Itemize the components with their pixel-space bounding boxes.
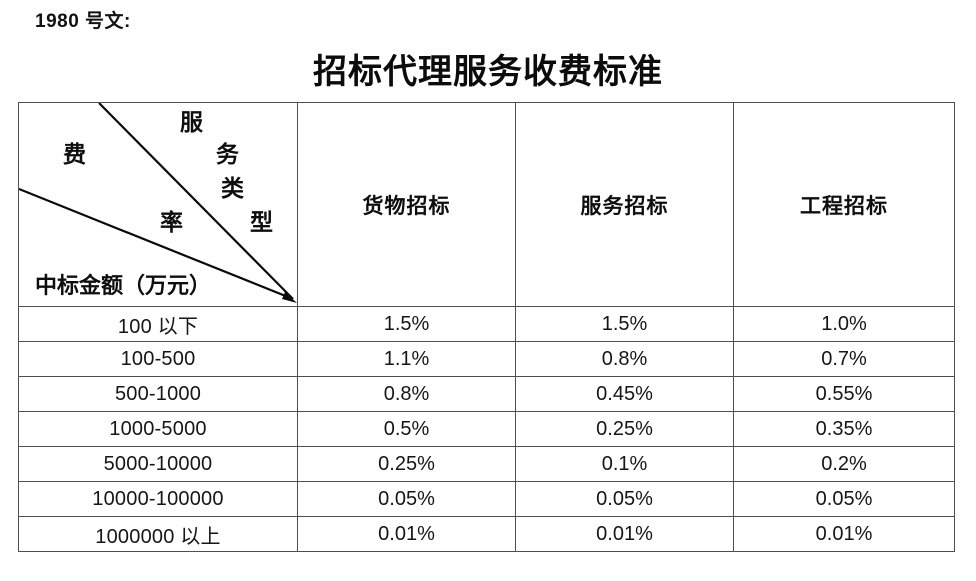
diagonal-corner-cell: 服 务 类 型 费 率 中标金额（万元） [18, 102, 298, 307]
diagonal-arrowhead [282, 292, 297, 303]
rate-cell: 0.8% [515, 341, 734, 377]
rate-cell: 0.5% [297, 411, 516, 447]
amount-range-cell: 500-1000 [18, 376, 298, 412]
corner-char-rate-2: 率 [160, 210, 183, 235]
rate-cell: 1.1% [297, 341, 516, 377]
rate-cell: 0.01% [297, 516, 516, 552]
amount-range-cell: 1000000 以上 [18, 516, 298, 552]
table-row: 5000-10000 0.25% 0.1% 0.2% [18, 446, 955, 482]
corner-char-service-4: 型 [250, 210, 273, 235]
rate-cell: 0.05% [515, 481, 734, 517]
rate-cell: 0.2% [733, 446, 955, 482]
amount-range-cell: 100 以下 [18, 306, 298, 342]
rate-cell: 0.25% [297, 446, 516, 482]
fee-table-body: 100 以下 1.5% 1.5% 1.0% 100-500 1.1% 0.8% 0.7% 500… [18, 306, 955, 552]
rate-cell: 1.5% [297, 306, 516, 342]
header-row: 服 务 类 型 费 率 中标金额（万元） 货物招标 服务招标 工程招标 [18, 102, 955, 307]
rate-cell: 0.55% [733, 376, 955, 412]
amount-range-cell: 10000-100000 [18, 481, 298, 517]
doc-ref-label: 1980 号文: [35, 11, 131, 32]
table-row: 100-500 1.1% 0.8% 0.7% [18, 341, 955, 377]
rate-cell: 0.05% [733, 481, 955, 517]
page-title: 招标代理服务收费标准 [313, 54, 663, 91]
rate-cell: 0.7% [733, 341, 955, 377]
fee-table: 服 务 类 型 费 率 中标金额（万元） 货物招标 服务招标 工程招标 100 … [18, 102, 955, 552]
row-axis-label: 中标金额（万元） [35, 273, 212, 298]
table-row: 1000000 以上 0.01% 0.01% 0.01% [18, 516, 955, 552]
table-row: 500-1000 0.8% 0.45% 0.55% [18, 376, 955, 412]
amount-range-cell: 100-500 [18, 341, 298, 377]
diagonal-lines [19, 103, 297, 303]
corner-char-rate-1: 费 [63, 142, 86, 167]
amount-range-cell: 1000-5000 [18, 411, 298, 447]
rate-cell: 0.05% [297, 481, 516, 517]
table-row: 100 以下 1.5% 1.5% 1.0% [18, 306, 955, 342]
table-row: 1000-5000 0.5% 0.25% 0.35% [18, 411, 955, 447]
corner-char-service-2: 务 [216, 142, 239, 167]
rate-cell: 0.25% [515, 411, 734, 447]
rate-cell: 1.0% [733, 306, 955, 342]
rate-cell: 0.1% [515, 446, 734, 482]
corner-char-service-1: 服 [180, 110, 203, 135]
rate-cell: 0.8% [297, 376, 516, 412]
rate-cell: 0.01% [515, 516, 734, 552]
rate-cell: 0.01% [733, 516, 955, 552]
column-header-service: 服务招标 [515, 102, 734, 307]
column-header-goods: 货物招标 [297, 102, 516, 307]
rate-cell: 0.35% [733, 411, 955, 447]
rate-cell: 1.5% [515, 306, 734, 342]
corner-char-service-3: 类 [221, 176, 244, 201]
table-row: 10000-100000 0.05% 0.05% 0.05% [18, 481, 955, 517]
column-header-engineering: 工程招标 [733, 102, 955, 307]
rate-cell: 0.45% [515, 376, 734, 412]
amount-range-cell: 5000-10000 [18, 446, 298, 482]
